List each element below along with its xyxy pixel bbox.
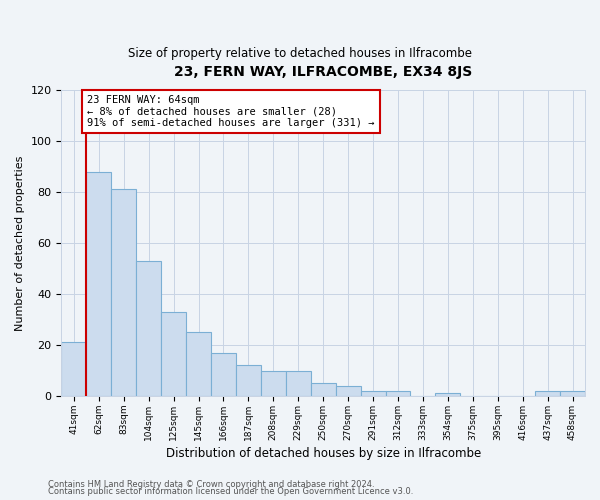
Bar (161, 312, 186, 396)
Bar (436, 394, 460, 396)
Bar (136, 261, 161, 396)
Text: Contains HM Land Registry data © Crown copyright and database right 2024.: Contains HM Land Registry data © Crown c… (48, 480, 374, 489)
Text: Size of property relative to detached houses in Ilfracombe: Size of property relative to detached ho… (128, 48, 472, 60)
Bar (261, 370, 286, 396)
Bar (361, 391, 386, 396)
Bar (335, 386, 361, 396)
X-axis label: Distribution of detached houses by size in Ilfracombe: Distribution of detached houses by size … (166, 447, 481, 460)
Bar (211, 352, 236, 396)
Bar (535, 391, 560, 396)
Bar (386, 391, 410, 396)
Title: 23, FERN WAY, ILFRACOMBE, EX34 8JS: 23, FERN WAY, ILFRACOMBE, EX34 8JS (174, 65, 472, 79)
Bar (311, 384, 335, 396)
Bar (61, 342, 86, 396)
Bar (560, 391, 585, 396)
Text: Contains public sector information licensed under the Open Government Licence v3: Contains public sector information licen… (48, 487, 413, 496)
Y-axis label: Number of detached properties: Number of detached properties (15, 156, 25, 330)
Bar (286, 370, 311, 396)
Bar (236, 366, 261, 396)
Bar (186, 332, 211, 396)
Bar (86, 172, 111, 396)
Text: 23 FERN WAY: 64sqm
← 8% of detached houses are smaller (28)
91% of semi-detached: 23 FERN WAY: 64sqm ← 8% of detached hous… (87, 95, 374, 128)
Bar (111, 190, 136, 396)
